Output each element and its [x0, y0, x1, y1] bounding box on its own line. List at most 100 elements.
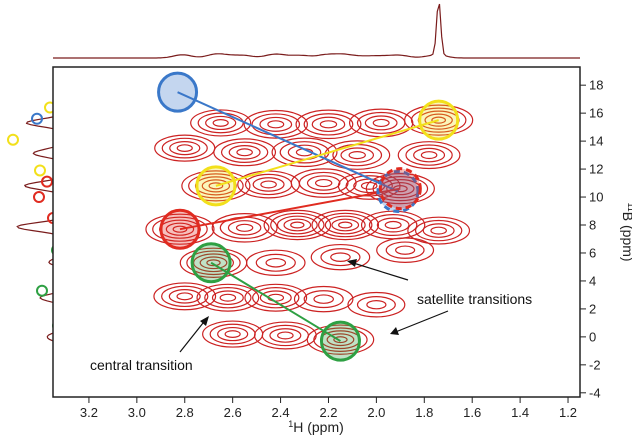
contour-line [431, 116, 447, 124]
x-tick-label: 2.8 [176, 405, 194, 420]
highlight-circle [319, 320, 361, 362]
contour-line [424, 113, 453, 127]
x-tick-label: 1.8 [415, 405, 433, 420]
contour-line [220, 141, 269, 163]
x-axis-ticks: 3.2 3.0 2.8 2.6 2.4 2.2 2.0 1.8 1.6 1.4 1.2 [80, 397, 577, 420]
contour-line [347, 291, 406, 318]
contour-line [324, 140, 391, 170]
contour-line [420, 151, 438, 160]
highlight-circle [376, 169, 420, 213]
contour-line [385, 241, 425, 259]
contour-line [255, 253, 296, 272]
contour-line [211, 213, 278, 243]
y-tick-label: 4 [589, 273, 596, 288]
contour-line [244, 283, 308, 312]
contour-line [326, 333, 355, 347]
x-tick-label: 2.0 [367, 405, 385, 420]
contour-line [303, 113, 354, 136]
contour-line [348, 150, 366, 160]
correlation-line [179, 187, 401, 231]
y-tick-label: -2 [589, 357, 601, 372]
contour-line [172, 225, 188, 233]
contour-line [293, 285, 354, 313]
x-tick-label: 1.6 [463, 405, 481, 420]
contour-line [422, 223, 455, 238]
contour-line [224, 330, 241, 338]
y-tick-label: 6 [589, 245, 596, 260]
y-axis-ticks: -4 -2 0 2 4 6 8 10 12 14 16 18 [580, 78, 603, 400]
contour-line [165, 222, 195, 236]
contour-line [310, 243, 371, 271]
contour-line [190, 109, 252, 137]
contour-line [267, 120, 285, 129]
contour-line [245, 249, 306, 276]
contour-line [176, 144, 193, 153]
contour-line [269, 328, 302, 343]
contour-line [145, 213, 215, 245]
contour-line [306, 324, 375, 355]
y-tick-label: 2 [589, 301, 596, 316]
contour-line [330, 252, 351, 262]
contour-line [386, 182, 415, 196]
contour-line [252, 177, 285, 192]
contour-line [212, 119, 229, 127]
contour-line [176, 292, 194, 301]
contour-line [290, 221, 305, 229]
projection-marker [36, 284, 48, 297]
contour-line [217, 326, 249, 342]
contour-line [356, 296, 396, 314]
contour-line [376, 217, 410, 233]
y-tick-label: 12 [589, 162, 603, 177]
contour-line [161, 137, 208, 159]
contour-line [228, 144, 261, 160]
contour-line [311, 209, 380, 241]
correlation-lines [177, 91, 439, 342]
contour-line [252, 287, 300, 309]
projection-marker [33, 191, 45, 204]
contour-line [376, 237, 435, 263]
contour-line [319, 120, 338, 129]
highlight-circle [195, 165, 237, 207]
contour-line [368, 214, 418, 237]
contour-line [208, 182, 224, 190]
contour-line [372, 118, 390, 128]
contour-line [333, 336, 348, 344]
y-tick-label: 10 [589, 190, 603, 205]
highlight-circle [378, 167, 422, 211]
highlight-circle [418, 99, 460, 141]
contour-line [168, 289, 201, 304]
x-tick-label: 1.2 [559, 405, 577, 420]
x-tick-label: 2.2 [319, 405, 337, 420]
contour-line [407, 216, 471, 245]
contour-line [306, 175, 341, 191]
highlight-circles [157, 71, 460, 362]
contour-line [276, 215, 318, 235]
projection-marker [31, 112, 43, 125]
contour-line [265, 257, 287, 268]
contour-line [152, 216, 208, 242]
contour-line [205, 115, 237, 131]
contour-line [295, 109, 362, 140]
correlation-line [215, 119, 439, 187]
contour-line [405, 144, 453, 166]
contour-line [196, 283, 260, 312]
contour-line [169, 141, 201, 156]
contour-line [345, 175, 393, 197]
contour-line [397, 141, 461, 170]
contour-line [324, 215, 366, 235]
contour-line [260, 180, 277, 189]
x-tick-label: 3.0 [128, 405, 146, 420]
contour-line [384, 220, 402, 230]
contour-line [235, 223, 254, 232]
contour-line [277, 331, 294, 340]
satellite-transitions-label: satellite transitions [417, 291, 532, 307]
contour-line [318, 212, 373, 238]
contour-line [313, 294, 334, 304]
contour-line [410, 107, 467, 133]
contour-line [211, 290, 244, 306]
y-tick-label: 14 [589, 134, 603, 149]
contour-line [395, 245, 416, 255]
contour-line [213, 138, 277, 167]
contour-line [313, 327, 368, 352]
contour-line [365, 173, 435, 205]
